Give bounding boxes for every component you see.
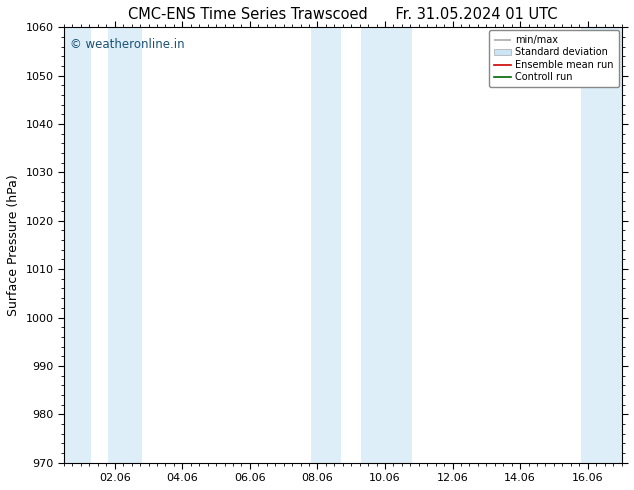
Bar: [311, 27, 341, 463]
Bar: [581, 27, 621, 463]
Y-axis label: Surface Pressure (hPa): Surface Pressure (hPa): [7, 174, 20, 316]
Title: CMC-ENS Time Series Trawscoed      Fr. 31.05.2024 01 UTC: CMC-ENS Time Series Trawscoed Fr. 31.05.…: [128, 7, 557, 22]
Bar: [64, 27, 91, 463]
Text: © weatheronline.in: © weatheronline.in: [70, 38, 184, 51]
Bar: [361, 27, 412, 463]
Legend: min/max, Standard deviation, Ensemble mean run, Controll run: min/max, Standard deviation, Ensemble me…: [489, 30, 619, 87]
Bar: [108, 27, 142, 463]
